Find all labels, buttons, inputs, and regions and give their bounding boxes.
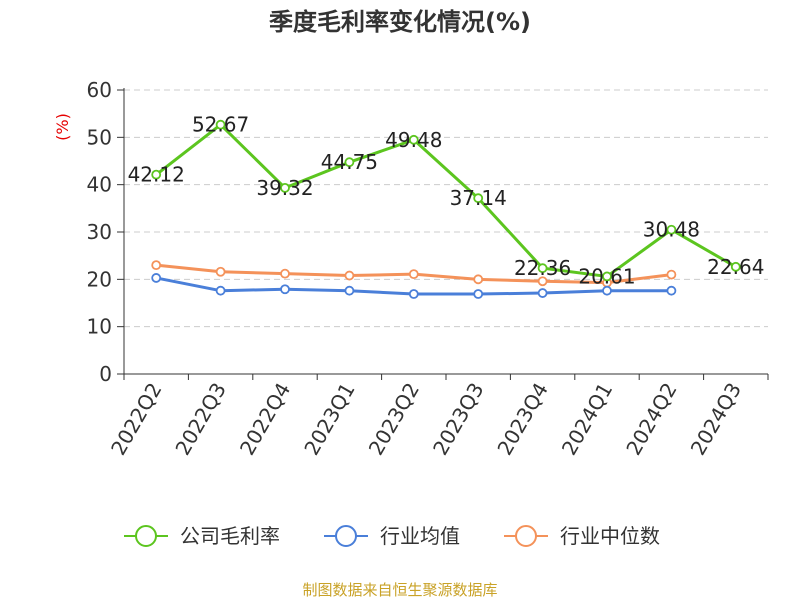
x-tick-label: 2023Q3 — [428, 379, 488, 460]
series-lines — [151, 119, 741, 299]
y-tick-label: 0 — [99, 362, 112, 386]
legend-label: 公司毛利率 — [180, 524, 280, 548]
legend-marker — [515, 525, 537, 547]
data-point — [408, 269, 419, 280]
data-point — [280, 284, 290, 295]
data-point — [602, 271, 612, 282]
legend-marker — [335, 525, 357, 547]
x-tick-label: 2023Q2 — [364, 379, 424, 460]
legend: 公司毛利率 行业均值 行业中位数 — [124, 524, 660, 548]
data-point — [666, 269, 677, 280]
data-label: 44.75 — [321, 150, 378, 174]
data-point — [666, 224, 677, 235]
y-tick-label: 60 — [87, 78, 112, 102]
data-point — [151, 169, 162, 180]
data-label: 49.48 — [385, 128, 442, 152]
data-point — [537, 276, 548, 287]
legend-label: 行业中位数 — [560, 524, 660, 548]
data-label: 22.64 — [707, 255, 764, 279]
data-point — [344, 270, 355, 281]
data-label: 30.48 — [643, 218, 700, 242]
data-point — [537, 263, 548, 274]
data-point — [408, 289, 419, 299]
data-point — [473, 289, 484, 299]
data-label: 39.32 — [256, 176, 313, 200]
data-label: 42.12 — [128, 163, 185, 187]
data-point — [151, 273, 162, 283]
x-tick-label: 2022Q2 — [106, 379, 166, 460]
x-tick-label: 2022Q4 — [235, 379, 295, 460]
data-point — [666, 285, 677, 296]
series-line — [155, 123, 737, 278]
x-tick-label: 2022Q3 — [170, 379, 230, 460]
y-tick-label: 10 — [87, 315, 112, 339]
y-tick-label: 50 — [87, 125, 112, 149]
data-label: 52.67 — [192, 113, 249, 137]
y-tick-label: 20 — [87, 267, 112, 291]
data-point — [537, 288, 548, 298]
data-point — [473, 193, 484, 204]
data-label: 20.61 — [578, 264, 635, 288]
data-point — [280, 182, 290, 193]
data-point — [602, 285, 612, 296]
data-point — [215, 119, 226, 130]
data-point — [215, 285, 226, 296]
grid-lines — [124, 89, 768, 328]
data-point — [408, 134, 419, 145]
x-tick-label: 2024Q1 — [557, 379, 617, 460]
data-label: 22.36 — [514, 256, 571, 280]
legend-label: 行业均值 — [380, 524, 460, 548]
y-tick-label: 30 — [87, 220, 112, 244]
data-point — [151, 260, 162, 271]
x-tick-label: 2023Q1 — [299, 379, 359, 460]
x-tick-label: 2024Q2 — [621, 379, 681, 460]
x-tick-label: 2024Q3 — [686, 379, 746, 460]
y-tick-label: 40 — [87, 173, 112, 197]
data-point — [473, 274, 484, 285]
source-note: 制图数据来自恒生聚源数据库 — [302, 581, 497, 599]
data-point — [344, 285, 355, 296]
legend-marker — [135, 525, 157, 547]
data-point — [280, 268, 290, 279]
data-point — [730, 261, 741, 272]
y-axis-label: (%) — [53, 113, 72, 141]
data-label: 37.14 — [450, 186, 507, 210]
chart-title: 季度毛利率变化情况(%) — [269, 8, 531, 36]
data-point — [215, 266, 226, 277]
data-labels: 42.12 52.67 39.32 44.75 49.48 37.14 22.36 20.61… — [128, 113, 765, 289]
data-point — [344, 157, 355, 168]
x-tick-label: 2023Q4 — [492, 379, 552, 460]
